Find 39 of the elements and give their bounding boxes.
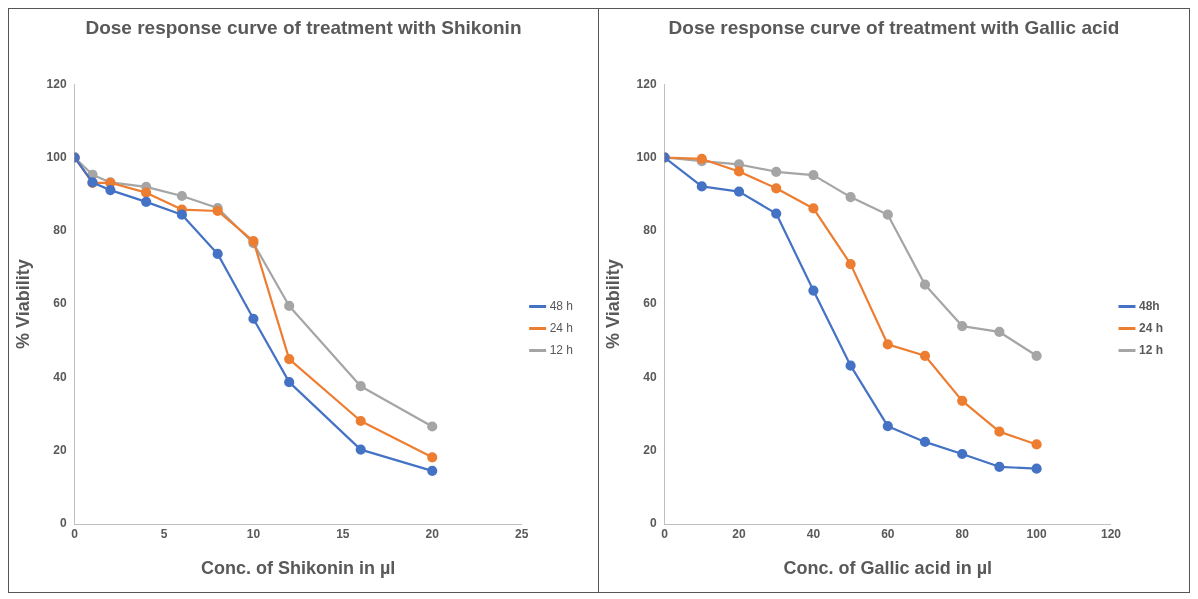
legend-label: 12 h bbox=[1138, 342, 1163, 357]
y-axis-title: % Viability bbox=[12, 259, 33, 349]
x-tick-label: 0 bbox=[661, 526, 669, 541]
x-tick-label: 40 bbox=[806, 526, 821, 541]
x-tick-label: 10 bbox=[246, 526, 261, 541]
x-tick-label: 60 bbox=[881, 526, 895, 541]
y-tick-label: 100 bbox=[46, 149, 67, 164]
x-tick-label: 0 bbox=[71, 526, 79, 541]
x-tick-label: 120 bbox=[1100, 526, 1122, 541]
legend-label: 48h bbox=[1138, 298, 1160, 313]
x-tick-label: 100 bbox=[1026, 526, 1047, 541]
x-tick-label: 80 bbox=[955, 526, 970, 541]
y-tick-label: 0 bbox=[59, 516, 67, 531]
y-tick-label: 40 bbox=[53, 369, 67, 384]
y-tick-label: 40 bbox=[643, 369, 657, 384]
x-tick-label: 20 bbox=[732, 526, 747, 541]
y-tick-label: 100 bbox=[636, 149, 657, 164]
y-axis-title: % Viability bbox=[602, 259, 623, 349]
x-axis-title: Conc. of Gallic acid in µl bbox=[783, 558, 993, 579]
x-tick-label: 20 bbox=[425, 526, 440, 541]
x-tick-label: 5 bbox=[160, 526, 168, 541]
legend-label: 12 h bbox=[549, 342, 573, 357]
legend-label: 48 h bbox=[549, 298, 573, 313]
x-axis-title: Conc. of Shikonin in µl bbox=[200, 558, 396, 579]
y-tick-label: 60 bbox=[53, 296, 67, 311]
y-tick-label: 0 bbox=[649, 516, 657, 531]
y-tick-label: 60 bbox=[643, 296, 657, 311]
y-tick-label: 120 bbox=[46, 76, 67, 91]
x-tick-label: 25 bbox=[514, 526, 529, 541]
y-tick-label: 20 bbox=[53, 443, 67, 458]
y-tick-label: 20 bbox=[643, 443, 657, 458]
legend-label: 24 h bbox=[549, 320, 573, 335]
y-tick-label: 120 bbox=[636, 76, 657, 91]
y-tick-label: 80 bbox=[643, 223, 657, 238]
y-tick-label: 80 bbox=[53, 223, 67, 238]
legend-label: 24 h bbox=[1138, 320, 1163, 335]
chart-title: Dose response curve of treatment with Shikonin bbox=[84, 17, 523, 40]
chart-title: Dose response curve of treatment with Gallic acid bbox=[667, 17, 1121, 40]
x-tick-label: 15 bbox=[336, 526, 350, 541]
